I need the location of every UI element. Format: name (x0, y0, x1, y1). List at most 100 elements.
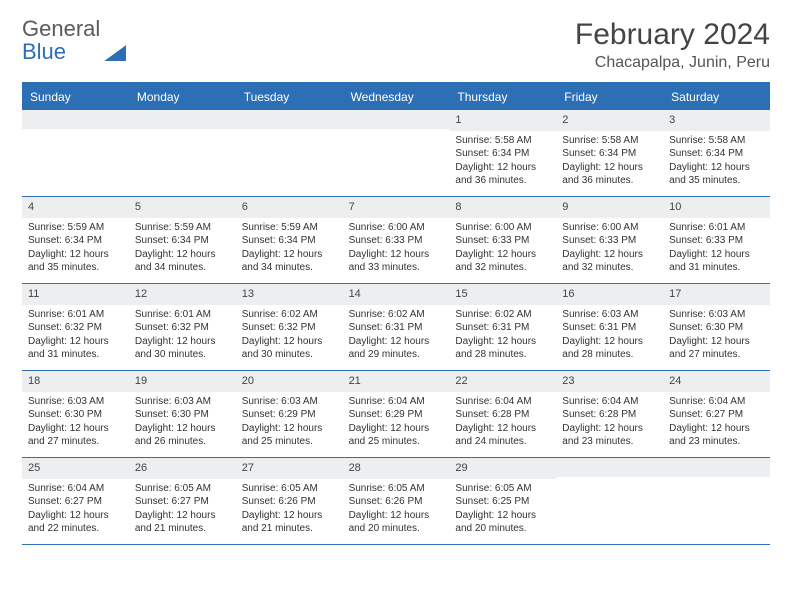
calendar-cell: 11Sunrise: 6:01 AMSunset: 6:32 PMDayligh… (22, 284, 129, 370)
calendar-week-row: 4Sunrise: 5:59 AMSunset: 6:34 PMDaylight… (22, 197, 770, 284)
cell-body: Sunrise: 6:00 AMSunset: 6:33 PMDaylight:… (556, 218, 663, 281)
calendar-cell: 8Sunrise: 6:00 AMSunset: 6:33 PMDaylight… (449, 197, 556, 283)
sunset-text: Sunset: 6:32 PM (135, 321, 230, 335)
day-header: Friday (556, 84, 663, 110)
daylight-text: Daylight: 12 hours and 36 minutes. (455, 161, 550, 188)
sunrise-text: Sunrise: 6:01 AM (135, 308, 230, 322)
calendar-cell (129, 110, 236, 196)
brand-part2: Blue (22, 39, 66, 64)
calendar-week-row: 1Sunrise: 5:58 AMSunset: 6:34 PMDaylight… (22, 110, 770, 197)
calendar-cell (343, 110, 450, 196)
day-number: 28 (343, 458, 450, 479)
sunset-text: Sunset: 6:26 PM (242, 495, 337, 509)
sunrise-text: Sunrise: 6:04 AM (349, 395, 444, 409)
cell-body: Sunrise: 6:03 AMSunset: 6:30 PMDaylight:… (129, 392, 236, 455)
sunrise-text: Sunrise: 6:03 AM (135, 395, 230, 409)
sunset-text: Sunset: 6:33 PM (669, 234, 764, 248)
cell-body: Sunrise: 6:05 AMSunset: 6:27 PMDaylight:… (129, 479, 236, 542)
sunrise-text: Sunrise: 6:00 AM (562, 221, 657, 235)
sunrise-text: Sunrise: 6:04 AM (669, 395, 764, 409)
sunset-text: Sunset: 6:34 PM (242, 234, 337, 248)
cell-body: Sunrise: 6:03 AMSunset: 6:30 PMDaylight:… (22, 392, 129, 455)
sunset-text: Sunset: 6:34 PM (562, 147, 657, 161)
day-number: 17 (663, 284, 770, 305)
daylight-text: Daylight: 12 hours and 35 minutes. (28, 248, 123, 275)
day-number: 25 (22, 458, 129, 479)
sunset-text: Sunset: 6:33 PM (349, 234, 444, 248)
day-number: 23 (556, 371, 663, 392)
calendar-week-row: 11Sunrise: 6:01 AMSunset: 6:32 PMDayligh… (22, 284, 770, 371)
sunset-text: Sunset: 6:34 PM (669, 147, 764, 161)
sunset-text: Sunset: 6:27 PM (28, 495, 123, 509)
day-number: 16 (556, 284, 663, 305)
day-number: 14 (343, 284, 450, 305)
cell-body: Sunrise: 6:01 AMSunset: 6:33 PMDaylight:… (663, 218, 770, 281)
sunset-text: Sunset: 6:33 PM (562, 234, 657, 248)
day-number: 9 (556, 197, 663, 218)
sunrise-text: Sunrise: 6:01 AM (669, 221, 764, 235)
sunset-text: Sunset: 6:29 PM (242, 408, 337, 422)
day-number: 24 (663, 371, 770, 392)
daylight-text: Daylight: 12 hours and 25 minutes. (349, 422, 444, 449)
day-number: 4 (22, 197, 129, 218)
day-header: Wednesday (343, 84, 450, 110)
day-number: 3 (663, 110, 770, 131)
sunset-text: Sunset: 6:25 PM (455, 495, 550, 509)
daylight-text: Daylight: 12 hours and 35 minutes. (669, 161, 764, 188)
sunset-text: Sunset: 6:34 PM (135, 234, 230, 248)
cell-body: Sunrise: 6:00 AMSunset: 6:33 PMDaylight:… (449, 218, 556, 281)
sunrise-text: Sunrise: 5:59 AM (28, 221, 123, 235)
sunrise-text: Sunrise: 6:02 AM (455, 308, 550, 322)
day-number (236, 110, 343, 129)
daylight-text: Daylight: 12 hours and 26 minutes. (135, 422, 230, 449)
daylight-text: Daylight: 12 hours and 28 minutes. (562, 335, 657, 362)
day-number: 21 (343, 371, 450, 392)
day-headers-row: Sunday Monday Tuesday Wednesday Thursday… (22, 84, 770, 110)
day-number (22, 110, 129, 129)
calendar-cell (556, 458, 663, 544)
day-number: 1 (449, 110, 556, 131)
cell-body: Sunrise: 6:03 AMSunset: 6:31 PMDaylight:… (556, 305, 663, 368)
day-number: 15 (449, 284, 556, 305)
daylight-text: Daylight: 12 hours and 27 minutes. (28, 422, 123, 449)
sunrise-text: Sunrise: 6:03 AM (669, 308, 764, 322)
daylight-text: Daylight: 12 hours and 30 minutes. (242, 335, 337, 362)
daylight-text: Daylight: 12 hours and 29 minutes. (349, 335, 444, 362)
calendar-cell: 27Sunrise: 6:05 AMSunset: 6:26 PMDayligh… (236, 458, 343, 544)
calendar-cell: 14Sunrise: 6:02 AMSunset: 6:31 PMDayligh… (343, 284, 450, 370)
calendar-cell: 26Sunrise: 6:05 AMSunset: 6:27 PMDayligh… (129, 458, 236, 544)
calendar-cell: 23Sunrise: 6:04 AMSunset: 6:28 PMDayligh… (556, 371, 663, 457)
sunset-text: Sunset: 6:34 PM (455, 147, 550, 161)
sunrise-text: Sunrise: 6:04 AM (562, 395, 657, 409)
calendar-cell: 6Sunrise: 5:59 AMSunset: 6:34 PMDaylight… (236, 197, 343, 283)
sunrise-text: Sunrise: 5:58 AM (669, 134, 764, 148)
calendar-cell: 15Sunrise: 6:02 AMSunset: 6:31 PMDayligh… (449, 284, 556, 370)
day-number: 19 (129, 371, 236, 392)
daylight-text: Daylight: 12 hours and 28 minutes. (455, 335, 550, 362)
location-subtitle: Chacapalpa, Junin, Peru (575, 54, 770, 72)
sunset-text: Sunset: 6:31 PM (562, 321, 657, 335)
day-header: Thursday (449, 84, 556, 110)
cell-body: Sunrise: 5:58 AMSunset: 6:34 PMDaylight:… (449, 131, 556, 194)
daylight-text: Daylight: 12 hours and 27 minutes. (669, 335, 764, 362)
daylight-text: Daylight: 12 hours and 24 minutes. (455, 422, 550, 449)
cell-body: Sunrise: 6:03 AMSunset: 6:29 PMDaylight:… (236, 392, 343, 455)
calendar-cell: 17Sunrise: 6:03 AMSunset: 6:30 PMDayligh… (663, 284, 770, 370)
calendar-week-row: 25Sunrise: 6:04 AMSunset: 6:27 PMDayligh… (22, 458, 770, 545)
brand-logo: General Blue (22, 18, 126, 64)
day-number: 26 (129, 458, 236, 479)
daylight-text: Daylight: 12 hours and 31 minutes. (28, 335, 123, 362)
calendar-cell: 21Sunrise: 6:04 AMSunset: 6:29 PMDayligh… (343, 371, 450, 457)
calendar-cell: 16Sunrise: 6:03 AMSunset: 6:31 PMDayligh… (556, 284, 663, 370)
sunrise-text: Sunrise: 6:00 AM (349, 221, 444, 235)
cell-body: Sunrise: 5:59 AMSunset: 6:34 PMDaylight:… (22, 218, 129, 281)
sunrise-text: Sunrise: 6:05 AM (135, 482, 230, 496)
cell-body: Sunrise: 6:05 AMSunset: 6:26 PMDaylight:… (343, 479, 450, 542)
daylight-text: Daylight: 12 hours and 33 minutes. (349, 248, 444, 275)
daylight-text: Daylight: 12 hours and 34 minutes. (242, 248, 337, 275)
calendar-cell: 25Sunrise: 6:04 AMSunset: 6:27 PMDayligh… (22, 458, 129, 544)
cell-body: Sunrise: 6:05 AMSunset: 6:26 PMDaylight:… (236, 479, 343, 542)
sunset-text: Sunset: 6:31 PM (349, 321, 444, 335)
sunset-text: Sunset: 6:32 PM (242, 321, 337, 335)
calendar-cell: 12Sunrise: 6:01 AMSunset: 6:32 PMDayligh… (129, 284, 236, 370)
